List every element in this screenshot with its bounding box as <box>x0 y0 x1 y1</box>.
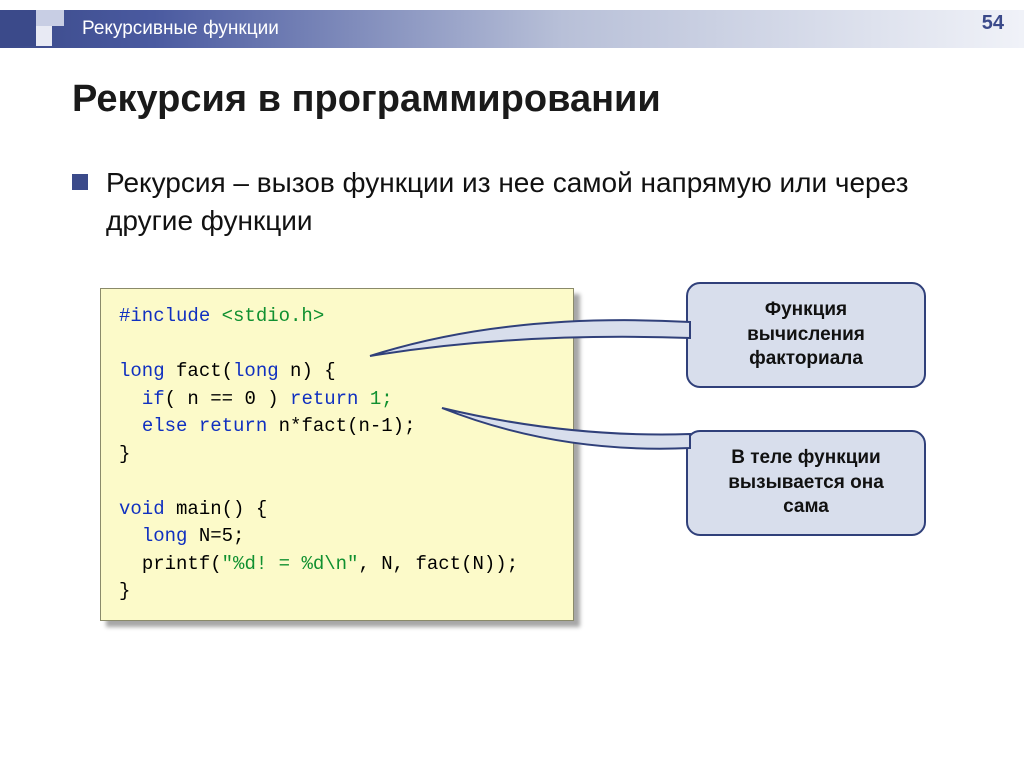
code-text: ( n == 0 ) <box>165 388 290 410</box>
code-text: 1; <box>358 388 392 410</box>
code-text: n) { <box>279 360 336 382</box>
code-text: , N, fact(N)); <box>358 553 518 575</box>
code-kw: void <box>119 498 165 520</box>
code-text: main() { <box>165 498 268 520</box>
slide: Рекурсивные функции 54 Рекурсия в програ… <box>0 0 1024 768</box>
callout-text: Функция вычисления факториала <box>747 299 865 369</box>
breadcrumb: Рекурсивные функции <box>82 18 279 40</box>
code-kw: return <box>199 415 267 437</box>
page-title: Рекурсия в программировании <box>72 78 661 121</box>
callout-factorial: Функция вычисления факториала <box>686 282 926 388</box>
code-text: <stdio.h> <box>210 305 324 327</box>
code-text: n*fact(n-1); <box>267 415 415 437</box>
page-number: 54 <box>982 12 1004 35</box>
content-area: #include <stdio.h> long fact(long n) { i… <box>100 288 984 648</box>
header-bar: Рекурсивные функции <box>0 10 1024 48</box>
code-kw: if <box>142 388 165 410</box>
callout-tail-icon <box>368 314 698 374</box>
code-str: "%d! = %d\n" <box>222 553 359 575</box>
code-kw: long <box>142 525 188 547</box>
code-kw: else <box>142 415 188 437</box>
bullet-row: Рекурсия – вызов функции из нее самой на… <box>72 164 984 240</box>
code-kw: long <box>119 360 165 382</box>
code-kw: #include <box>119 305 210 327</box>
bullet-icon <box>72 174 88 190</box>
code-kw: long <box>233 360 279 382</box>
code-text <box>187 415 198 437</box>
corner-decoration <box>0 10 64 58</box>
callout-text: В теле функции вызывается она сама <box>728 447 884 517</box>
callout-self-call: В теле функции вызывается она сама <box>686 430 926 536</box>
bullet-text: Рекурсия – вызов функции из нее самой на… <box>106 164 984 240</box>
code-kw: return <box>290 388 358 410</box>
callout-tail-icon <box>438 402 698 472</box>
code-text: fact( <box>165 360 233 382</box>
code-text: N=5; <box>187 525 244 547</box>
code-text: } <box>119 578 555 606</box>
code-text: printf( <box>142 553 222 575</box>
